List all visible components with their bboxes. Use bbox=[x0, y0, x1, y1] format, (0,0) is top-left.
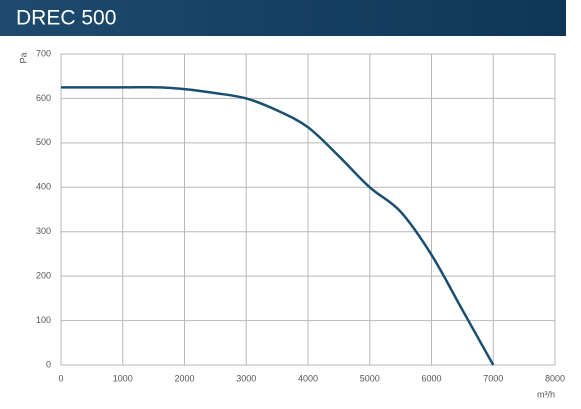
line bbox=[61, 85, 495, 366]
y-tick-label: 700 bbox=[36, 48, 51, 58]
x-tick-label: 2000 bbox=[174, 373, 194, 383]
header-bar bbox=[0, 0, 566, 36]
x-tick-label: 4000 bbox=[298, 373, 318, 383]
x-tick-label: 7000 bbox=[483, 373, 503, 383]
y-tick-label: 400 bbox=[36, 182, 51, 192]
y-tick-label: 100 bbox=[36, 315, 51, 325]
y-tick-label: 0 bbox=[46, 359, 51, 369]
x-tick-label: 6000 bbox=[421, 373, 441, 383]
x-tick-label: 3000 bbox=[236, 373, 256, 383]
y-tick-label: 300 bbox=[36, 226, 51, 236]
x-tick-label: 8000 bbox=[545, 373, 565, 383]
x-axis-label: m³/h bbox=[537, 389, 555, 399]
x-tick-label: 0 bbox=[58, 373, 63, 383]
y-tick-label: 200 bbox=[36, 271, 51, 281]
chart-title: DREC 500 bbox=[16, 7, 116, 30]
y-tick-label: 500 bbox=[36, 137, 51, 147]
x-tick-label: 1000 bbox=[113, 373, 133, 383]
y-axis-label: Pa bbox=[18, 52, 28, 63]
y-tick-label: 600 bbox=[36, 93, 51, 103]
x-tick-label: 5000 bbox=[360, 373, 380, 383]
